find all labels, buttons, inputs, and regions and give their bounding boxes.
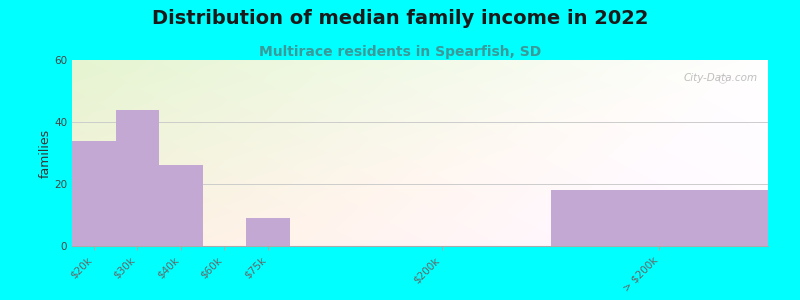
Bar xyxy=(115,110,159,246)
Text: Distribution of median family income in 2022: Distribution of median family income in … xyxy=(152,9,648,28)
Text: Multirace residents in Spearfish, SD: Multirace residents in Spearfish, SD xyxy=(259,45,541,59)
Bar xyxy=(72,141,115,246)
Bar xyxy=(246,218,290,246)
Y-axis label: families: families xyxy=(38,128,51,178)
Bar xyxy=(550,190,768,246)
Text: City-Data.com: City-Data.com xyxy=(683,73,758,83)
Bar xyxy=(159,165,202,246)
Text: ○: ○ xyxy=(718,73,728,83)
